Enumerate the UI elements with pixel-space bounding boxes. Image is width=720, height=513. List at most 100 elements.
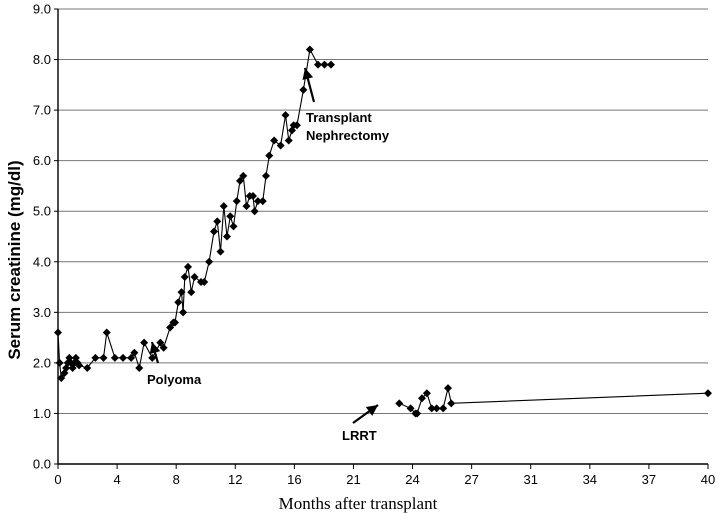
series-line xyxy=(57,47,331,380)
data-point xyxy=(284,136,293,145)
data-point xyxy=(75,361,84,370)
data-point xyxy=(99,353,108,362)
data-point xyxy=(130,348,139,357)
data-point xyxy=(250,207,259,216)
data-point xyxy=(205,257,214,266)
data-point xyxy=(249,192,257,201)
y-tick-label: 1.0 xyxy=(33,406,51,421)
y-tick-labels: 0.0 1.0 2.0 3.0 4.0 5.0 6.0 7.0 8.0 9.0 xyxy=(33,2,51,472)
annotations: Transplant Nephrectomy Polyoma LRRT xyxy=(147,67,390,443)
x-tick-label: 8 xyxy=(173,472,180,487)
x-tick-label: 0 xyxy=(54,472,61,487)
data-point xyxy=(253,197,262,206)
gridlines xyxy=(58,8,708,414)
data-point xyxy=(320,60,329,69)
annotation-label: Transplant xyxy=(306,110,372,125)
data-point xyxy=(83,363,92,372)
data-point xyxy=(242,202,251,211)
data-point xyxy=(229,222,238,231)
data-point xyxy=(140,338,149,347)
data-point xyxy=(427,404,436,413)
data-point xyxy=(281,111,290,120)
data-point xyxy=(232,197,241,206)
data-point xyxy=(292,121,301,130)
data-point xyxy=(432,404,441,413)
data-point xyxy=(148,353,157,362)
data-point xyxy=(288,126,296,135)
data-point xyxy=(119,353,127,362)
data-point xyxy=(177,288,186,297)
annotation-label: LRRT xyxy=(342,428,377,443)
data-point xyxy=(166,323,175,332)
data-point xyxy=(226,212,235,221)
x-tick-label: 40 xyxy=(701,472,715,487)
y-tick-label: 0.0 xyxy=(33,457,51,472)
data-point xyxy=(439,404,448,413)
x-tick-label: 16 xyxy=(287,472,301,487)
x-tick-label: 21 xyxy=(346,472,360,487)
data-point xyxy=(265,151,274,160)
x-tick-label: 4 xyxy=(113,472,120,487)
y-tick-label: 4.0 xyxy=(33,254,51,269)
x-tick-label: 27 xyxy=(464,472,478,487)
data-point xyxy=(270,136,279,145)
data-point xyxy=(305,45,314,54)
data-point xyxy=(159,343,168,352)
data-point xyxy=(418,394,426,403)
data-point xyxy=(216,247,225,256)
data-point xyxy=(102,328,111,337)
y-tick-label: 9.0 xyxy=(33,2,51,17)
data-point xyxy=(258,197,267,206)
annotation-label: Nephrectomy xyxy=(306,128,390,143)
y-tick-label: 6.0 xyxy=(33,153,51,168)
x-axis-label: Months after transplant xyxy=(279,494,438,513)
data-point xyxy=(395,399,404,408)
annotation-arrowhead xyxy=(149,342,161,355)
y-tick-label: 5.0 xyxy=(33,204,51,219)
data-point xyxy=(156,338,165,347)
data-point xyxy=(180,272,189,281)
data-point xyxy=(447,399,456,408)
data-point xyxy=(422,389,431,398)
data-point xyxy=(187,288,196,297)
data-point xyxy=(314,60,322,69)
data-point xyxy=(54,328,62,337)
series-points xyxy=(54,45,712,418)
series-lines xyxy=(57,47,709,414)
x-tick-labels: 0 4 8 12 16 21 24 27 31 34 37 40 xyxy=(54,472,715,487)
axes xyxy=(54,8,709,469)
data-point xyxy=(276,141,285,150)
data-point xyxy=(299,85,308,94)
data-point xyxy=(413,409,422,418)
data-point xyxy=(213,217,222,226)
data-point xyxy=(262,171,270,180)
annotation-arrowhead xyxy=(365,405,378,416)
y-axis-label: Serum creatinine (mg/dl) xyxy=(5,160,24,359)
data-point xyxy=(236,176,244,185)
data-point xyxy=(184,262,192,271)
data-point xyxy=(704,389,712,398)
data-point xyxy=(327,60,335,69)
data-point xyxy=(57,374,66,383)
x-tick-label: 31 xyxy=(523,472,537,487)
data-point xyxy=(239,171,248,180)
data-point xyxy=(406,404,415,413)
data-point xyxy=(135,363,144,372)
data-point xyxy=(444,384,452,393)
y-tick-label: 3.0 xyxy=(33,305,51,320)
y-tick-label: 8.0 xyxy=(33,52,51,67)
data-point xyxy=(174,298,183,307)
data-point xyxy=(110,353,119,362)
data-point xyxy=(171,318,179,327)
x-tick-label: 24 xyxy=(405,472,419,487)
data-point xyxy=(179,308,188,317)
annotation-label: Polyoma xyxy=(147,372,202,387)
x-tick-label: 12 xyxy=(228,472,242,487)
x-tick-label: 37 xyxy=(642,472,656,487)
data-point xyxy=(127,353,136,362)
data-point xyxy=(55,358,64,367)
data-point xyxy=(190,272,199,281)
data-point xyxy=(223,232,231,241)
data-point xyxy=(91,353,100,362)
